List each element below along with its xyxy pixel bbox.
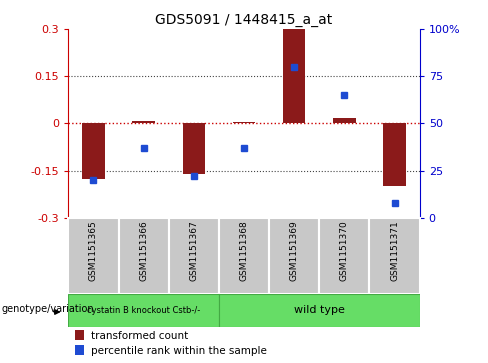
Bar [68, 294, 219, 327]
Bar [169, 218, 219, 294]
Text: cystatin B knockout Cstb-/-: cystatin B knockout Cstb-/- [87, 306, 200, 315]
Text: GSM1151371: GSM1151371 [390, 220, 399, 281]
Bar [119, 218, 169, 294]
Title: GDS5091 / 1448415_a_at: GDS5091 / 1448415_a_at [155, 13, 333, 26]
Bar [132, 121, 155, 123]
Text: genotype/variation: genotype/variation [1, 304, 94, 314]
Bar [68, 218, 119, 294]
Text: GSM1151367: GSM1151367 [189, 220, 198, 281]
Bar [233, 122, 255, 123]
Bar [283, 29, 305, 123]
Bar [369, 218, 420, 294]
Bar [269, 218, 319, 294]
Bar [82, 123, 105, 179]
Bar [219, 294, 420, 327]
Bar [183, 123, 205, 174]
Bar [319, 218, 369, 294]
Bar [75, 345, 84, 355]
Bar [219, 218, 269, 294]
Text: wild type: wild type [294, 305, 345, 315]
Bar [383, 123, 406, 186]
Bar [75, 330, 84, 340]
Text: GSM1151366: GSM1151366 [139, 220, 148, 281]
Bar [333, 118, 356, 123]
Text: percentile rank within the sample: percentile rank within the sample [91, 346, 266, 355]
Text: GSM1151370: GSM1151370 [340, 220, 349, 281]
Text: GSM1151369: GSM1151369 [290, 220, 299, 281]
Text: GSM1151368: GSM1151368 [240, 220, 248, 281]
Text: transformed count: transformed count [91, 331, 188, 341]
Text: GSM1151365: GSM1151365 [89, 220, 98, 281]
